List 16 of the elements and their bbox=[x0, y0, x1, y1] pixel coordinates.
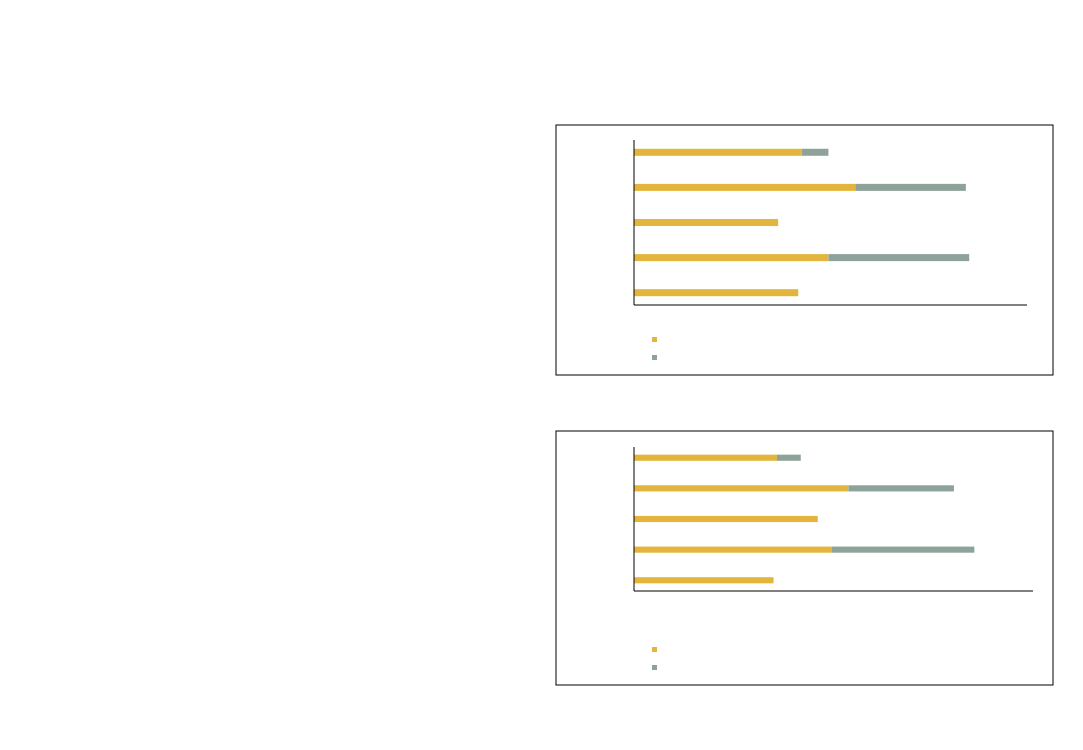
bar bbox=[634, 515, 818, 523]
bar bbox=[634, 289, 799, 297]
bar bbox=[801, 148, 829, 156]
bar bbox=[634, 485, 849, 492]
bar bbox=[634, 254, 829, 262]
bar bbox=[634, 148, 802, 156]
bar bbox=[634, 183, 856, 191]
bar bbox=[848, 485, 954, 492]
bar bbox=[855, 183, 966, 191]
bar bbox=[634, 546, 832, 553]
bar bbox=[831, 546, 975, 553]
bar bbox=[634, 454, 777, 461]
bar bbox=[776, 454, 801, 461]
bar bbox=[634, 218, 779, 227]
bar bbox=[634, 577, 774, 584]
bar bbox=[828, 254, 970, 262]
